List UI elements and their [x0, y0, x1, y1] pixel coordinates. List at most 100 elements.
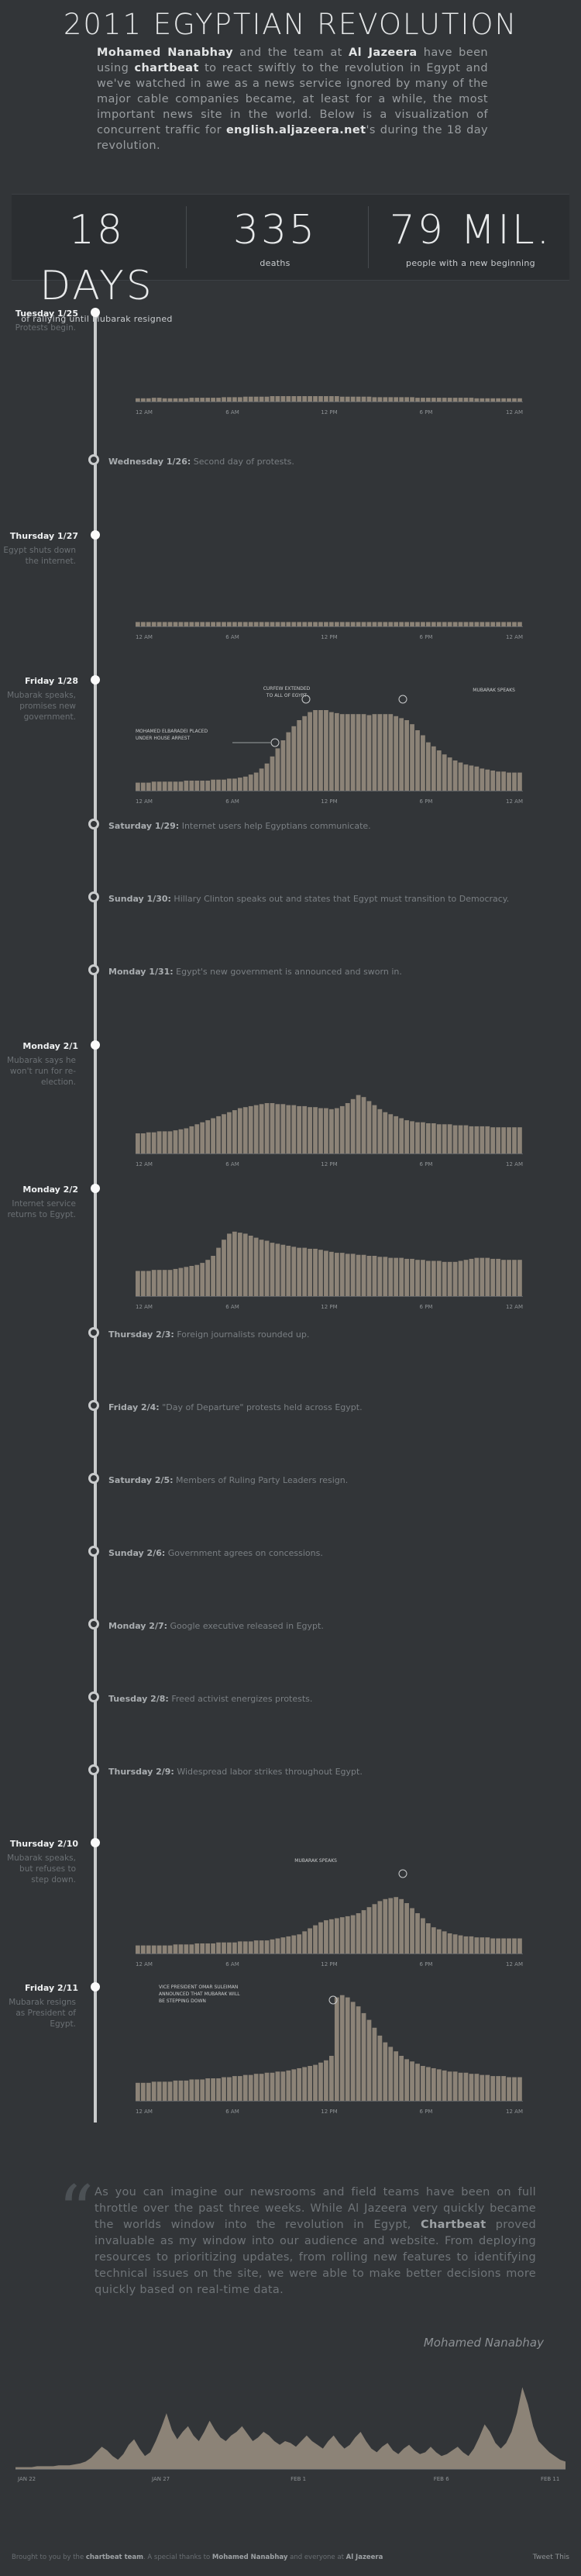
chart-bar	[469, 1936, 474, 1954]
chart-bar	[474, 622, 480, 626]
chart-bar	[350, 396, 356, 402]
chart-bar	[377, 1257, 383, 1296]
chart-bar	[275, 396, 280, 402]
chart-bar	[253, 1940, 259, 1954]
chart-bar	[308, 396, 312, 402]
chart-bar	[394, 397, 399, 402]
chart-bar	[222, 1114, 226, 1154]
chart-bar	[324, 396, 328, 402]
chart-bar	[324, 2060, 328, 2101]
tweet-this-link[interactable]: Tweet This	[532, 2554, 569, 2561]
chart-bar	[248, 1941, 253, 1954]
chart-bar	[200, 1943, 205, 1954]
chart-bar	[404, 1120, 409, 1154]
chart-bar	[356, 2006, 361, 2101]
chart-bar	[517, 622, 522, 626]
chart-bar	[248, 622, 253, 626]
chart-bar	[227, 1112, 232, 1154]
chart-bar	[372, 1904, 377, 1954]
chart-bar	[264, 622, 270, 626]
chart-bar	[366, 622, 372, 626]
chart-bar	[184, 781, 189, 791]
stat-label: deaths	[260, 258, 290, 268]
chart-bar	[452, 2071, 458, 2101]
chart-bar	[442, 622, 447, 626]
chart-bar	[173, 1944, 178, 1954]
annotation-marker	[301, 695, 311, 704]
chart-bar	[136, 782, 140, 791]
chart-tick-label: 6 PM	[420, 634, 433, 640]
chart-bar	[447, 1933, 452, 1954]
chart-bar	[189, 1944, 194, 1954]
chart-bar	[275, 1938, 280, 1954]
chart-bar	[350, 2002, 356, 2101]
chart-bar	[426, 2067, 431, 2101]
chart-bar	[517, 1260, 522, 1296]
timeline-dot	[88, 1619, 99, 1629]
chart-tick-label: JAN 27	[151, 2476, 170, 2482]
chart-bar	[259, 2074, 264, 2101]
chart-bar	[426, 742, 431, 791]
chart-bar	[222, 397, 226, 402]
chart-bar	[308, 1928, 312, 1954]
chart-bar	[156, 1270, 162, 1296]
chart-bar	[329, 396, 334, 402]
chart-bar	[507, 1260, 511, 1296]
chart-bar	[302, 2067, 308, 2101]
chart-bar	[313, 396, 318, 402]
chart-bar	[173, 2080, 178, 2101]
chart-bar	[469, 622, 474, 626]
chart-bar	[232, 622, 237, 626]
chart-bar	[156, 622, 162, 626]
stat-divider	[186, 206, 187, 268]
chart-bar	[313, 710, 318, 791]
chart-bar	[394, 1116, 399, 1154]
chart-bar	[490, 1127, 496, 1154]
chart-bar	[447, 1261, 452, 1296]
chart-bar	[496, 1938, 501, 1954]
stat-number: 79 MIL.	[389, 207, 552, 253]
chart-bar	[436, 1124, 442, 1154]
chart-annotation: VICE PRESIDENT OMAR SULEIMAN	[159, 1985, 238, 1990]
chart-bar	[264, 396, 270, 402]
chart-tick-label: 6 PM	[420, 1961, 433, 1967]
chart-bar	[345, 396, 350, 402]
chart-tick-label: 12 AM	[506, 1961, 523, 1967]
chart-7: 12 AM 6 AM 12 PM 6 PM 12 AM VICE PRESIDENT OM…	[136, 1985, 523, 2115]
chart-bar	[399, 1898, 404, 1954]
timeline-dot	[88, 1546, 99, 1557]
chart-bar	[345, 1997, 350, 2101]
chart-bar	[512, 1260, 517, 1296]
chart-bar	[415, 1122, 420, 1154]
chart-bar	[167, 781, 173, 791]
chart-bar	[216, 1247, 221, 1296]
chart-bar	[162, 2081, 167, 2101]
chart-bar	[410, 1908, 414, 1954]
quote-author: Mohamed Nanabhay	[423, 2336, 544, 2350]
chart-bar	[388, 622, 394, 626]
chart-bar	[442, 1261, 447, 1296]
chart-bar	[216, 622, 221, 626]
chart-bar	[156, 398, 162, 402]
chart-bar	[410, 1121, 414, 1154]
chart-bar	[490, 771, 496, 791]
chart-bar	[356, 1913, 361, 1954]
chart-bar	[458, 1125, 463, 1154]
chart-bar	[501, 2076, 506, 2101]
chart-bar	[270, 2072, 275, 2101]
chart-bar	[458, 2072, 463, 2101]
chart-bar	[350, 1098, 356, 1154]
chart-bar	[324, 710, 328, 791]
chart-bar	[426, 1260, 431, 1296]
chart-bar	[151, 781, 156, 791]
chart-bar	[442, 1931, 447, 1954]
chart-bar	[270, 1103, 275, 1154]
chart-3: 12 AM 6 AM 12 PM 6 PM 12 AM MOHAMED ELBARADEI…	[136, 686, 523, 805]
chart-bar	[253, 1237, 259, 1296]
chart-bar	[431, 2067, 436, 2101]
chart-bar	[194, 781, 200, 791]
chart-bar	[404, 2059, 409, 2101]
chart-bar	[318, 710, 323, 791]
chart-1: 12 AM 6 AM 12 PM 6 PM 12 AM	[136, 396, 523, 416]
chart-bar	[512, 2077, 517, 2101]
